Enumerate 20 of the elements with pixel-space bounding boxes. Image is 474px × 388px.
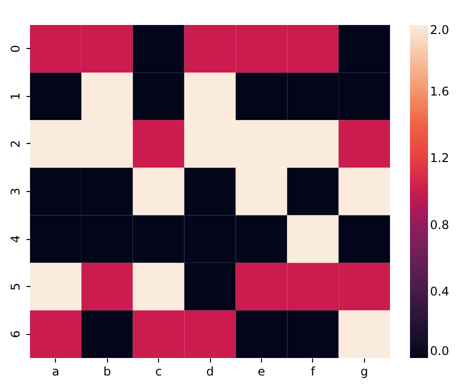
y-tick-label: 6 <box>8 330 22 338</box>
x-tick-label: b <box>103 364 111 378</box>
color-bar-label: 0.8 <box>430 218 450 232</box>
y-tick-label: 2 <box>8 140 22 148</box>
color-bar-label: 0.0 <box>430 344 450 358</box>
color-bar-label: 1.6 <box>430 84 450 99</box>
x-tick-label: c <box>155 364 162 378</box>
y-tick-label: 1 <box>8 92 22 100</box>
y-tick-label: 0 <box>8 44 22 53</box>
x-tick-label: a <box>52 364 60 378</box>
color-bar-label: 2.0 <box>430 23 450 37</box>
x-tick-label: d <box>206 364 214 378</box>
color-bar-label: 0.4 <box>430 284 450 298</box>
x-tick-label: g <box>360 364 368 378</box>
x-tick-label: f <box>310 364 316 378</box>
y-tick-label: 5 <box>8 282 22 290</box>
y-tick-label: 3 <box>8 188 22 196</box>
color-bar-label: 1.2 <box>430 151 450 166</box>
y-tick-label: 4 <box>8 235 22 243</box>
x-tick-label: e <box>258 364 266 378</box>
